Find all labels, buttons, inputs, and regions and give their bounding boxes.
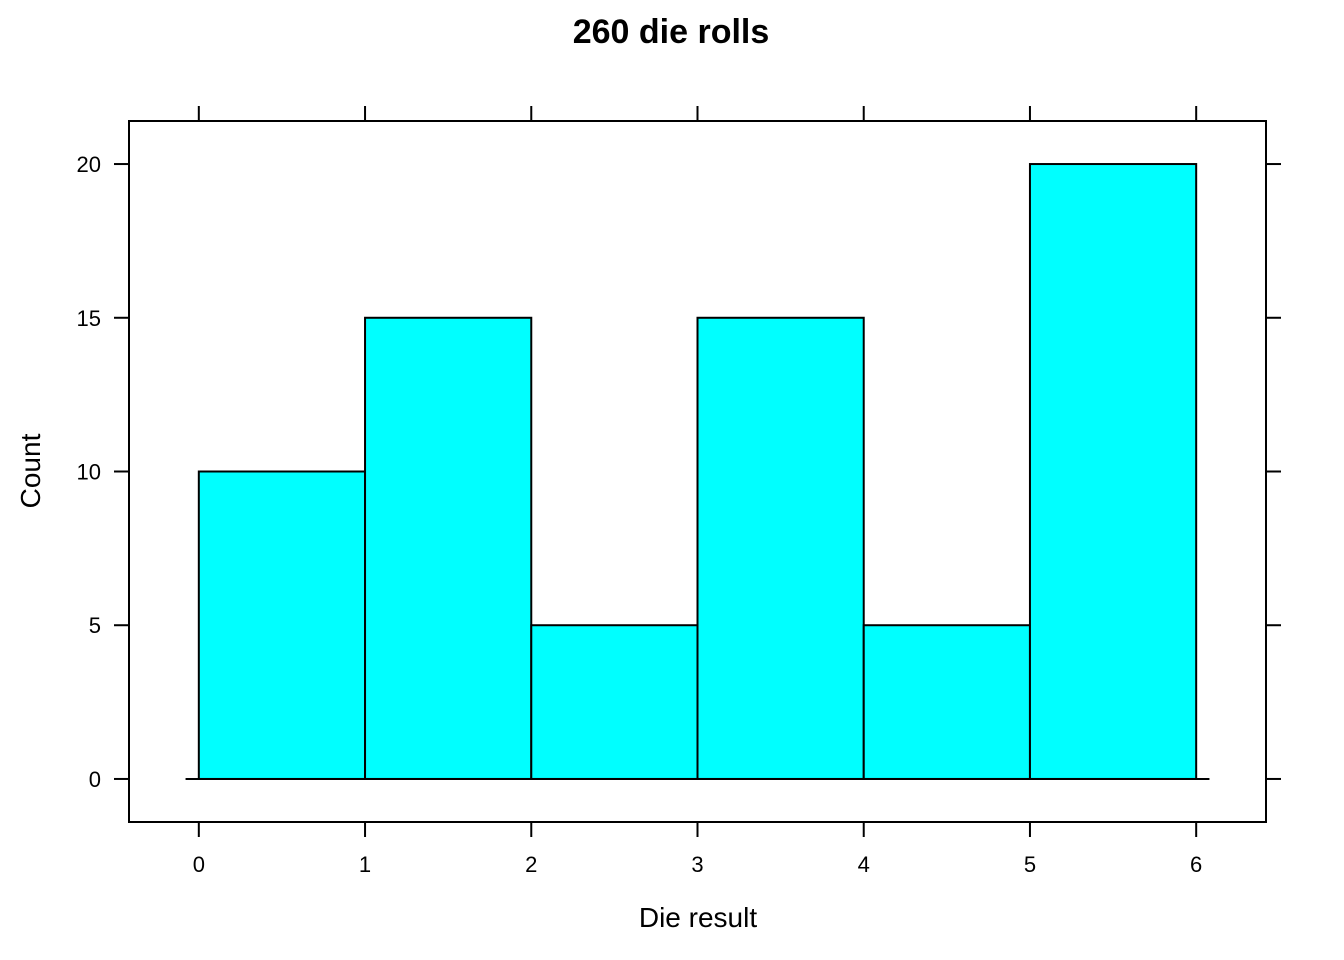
chart-title: 260 die rolls <box>573 13 770 51</box>
bars-group <box>197 163 1198 780</box>
bar-3 <box>696 316 865 780</box>
y-tick-label-3: 15 <box>77 306 101 331</box>
x-tick-label-1: 1 <box>359 852 371 877</box>
y-tick-label-2: 10 <box>77 460 101 485</box>
bar-5 <box>1028 163 1198 780</box>
x-tick-label-4: 4 <box>858 852 870 877</box>
bar-4 <box>862 624 1031 780</box>
x-tick-label-5: 5 <box>1024 852 1036 877</box>
x-tick-label-0: 0 <box>193 852 205 877</box>
bar-2 <box>530 624 699 780</box>
x-tick-label-6: 6 <box>1190 852 1202 877</box>
x-tick-label-2: 2 <box>525 852 537 877</box>
y-axis-label: Count <box>15 433 46 508</box>
y-tick-label-4: 20 <box>77 152 101 177</box>
bar-0 <box>197 470 367 780</box>
y-tick-label-1: 5 <box>89 613 101 638</box>
y-tick-label-0: 0 <box>89 767 101 792</box>
x-axis-label: Die result <box>639 902 757 933</box>
bar-1 <box>364 316 533 780</box>
y-axis-ticks: 0 5 10 15 20 <box>77 152 1281 792</box>
x-axis-ticks: 0 1 2 3 4 5 6 <box>193 106 1202 877</box>
x-tick-label-3: 3 <box>691 852 703 877</box>
